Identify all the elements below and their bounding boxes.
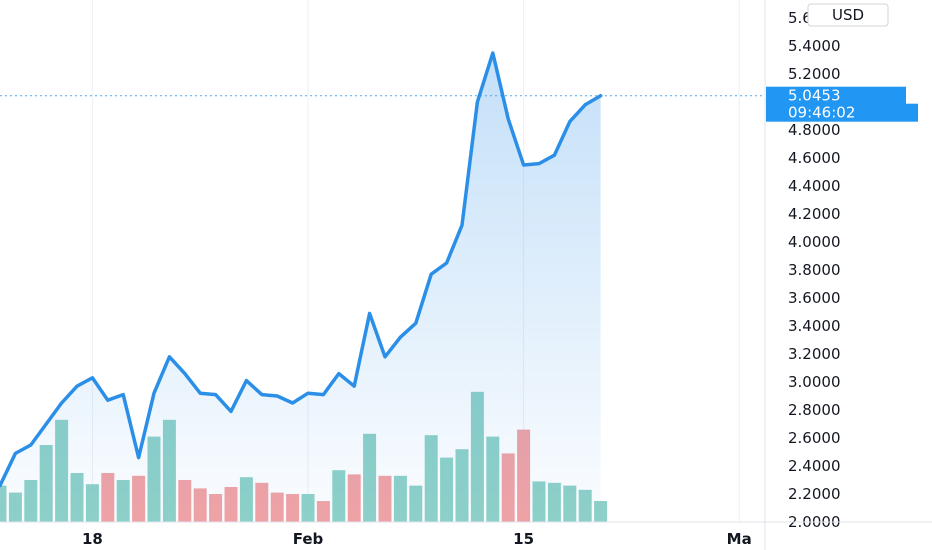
- last-price-label-box: [766, 86, 906, 105]
- x-tick-label: Ma: [727, 530, 752, 548]
- price-line-layer: [0, 51, 765, 488]
- y-tick-label: 4.6000: [788, 149, 841, 167]
- price-line: [0, 51, 603, 488]
- y-tick-label: 3.2000: [788, 345, 841, 363]
- last-price-label: 5.0453: [788, 87, 841, 105]
- y-tick-label: 2.6000: [788, 429, 841, 447]
- y-tick-label: 2.8000: [788, 401, 841, 419]
- y-tick-label: 4.0000: [788, 233, 841, 251]
- y-axis[interactable]: 2.00002.20002.40002.60002.80003.00003.20…: [764, 0, 889, 550]
- countdown-label-box: [766, 103, 918, 122]
- y-tick-label: 3.0000: [788, 373, 841, 391]
- y-tick-label: 3.8000: [788, 261, 841, 279]
- x-tick-label: Feb: [293, 530, 324, 548]
- y-tick-label: 4.4000: [788, 177, 841, 195]
- y-tick-label: 2.4000: [788, 457, 841, 475]
- x-tick-label: 18: [82, 530, 103, 548]
- currency-badge-box[interactable]: [807, 3, 889, 27]
- countdown-label: 09:46:02: [788, 104, 855, 122]
- y-tick-label: 3.4000: [788, 317, 841, 335]
- x-axis[interactable]: 18 Feb 15 Ma: [0, 521, 932, 548]
- currency-badge[interactable]: USD: [807, 3, 889, 27]
- y-tick-label: 4.2000: [788, 205, 841, 223]
- y-tick-label: 5.4000: [788, 37, 841, 55]
- currency-badge-label[interactable]: USD: [832, 6, 864, 24]
- x-tick-label: 15: [513, 530, 534, 548]
- y-tick-label: 2.2000: [788, 485, 841, 503]
- y-tick-label: 5.2000: [788, 65, 841, 83]
- y-tick-label: 4.8000: [788, 121, 841, 139]
- price-area-fill: [0, 53, 601, 522]
- y-tick-label: 3.6000: [788, 289, 841, 307]
- price-area: [0, 53, 601, 522]
